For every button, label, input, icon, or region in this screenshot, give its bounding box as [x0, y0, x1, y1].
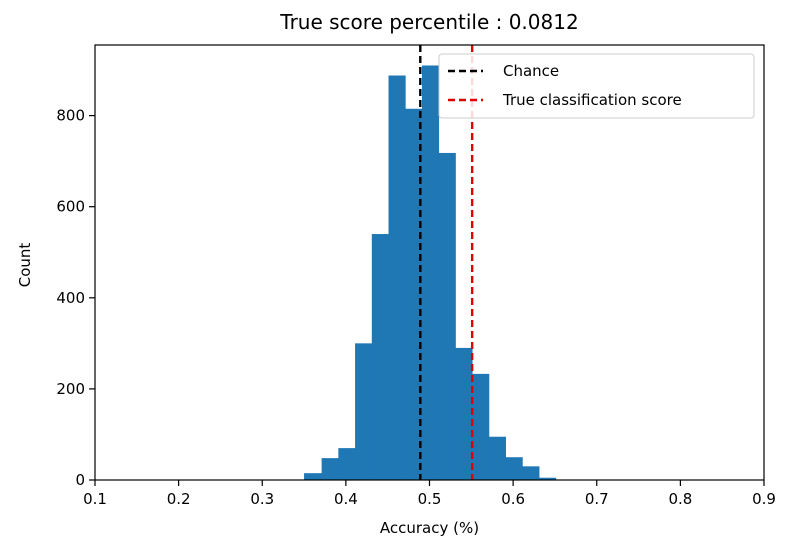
histogram-bar [455, 347, 473, 480]
y-axis-ticks: 0 200 400 600 800 [56, 107, 95, 489]
y-tick-label: 400 [56, 289, 85, 307]
histogram-bar [388, 75, 406, 481]
x-tick-label: 0.3 [250, 490, 274, 508]
y-tick-label: 0 [75, 471, 85, 489]
x-tick-label: 0.8 [668, 490, 692, 508]
histogram-bar [505, 457, 523, 480]
x-axis-ticks: 0.1 0.2 0.3 0.4 0.5 0.6 0.7 0.8 0.9 [83, 480, 776, 508]
x-tick-label: 0.4 [334, 490, 358, 508]
x-tick-label: 0.7 [585, 490, 609, 508]
y-tick-label: 800 [56, 107, 85, 125]
x-tick-label: 0.1 [83, 490, 107, 508]
histogram-bar [438, 152, 456, 480]
histogram-bar [304, 473, 323, 480]
x-tick-label: 0.2 [167, 490, 191, 508]
chart-title: True score percentile : 0.0812 [280, 10, 579, 34]
histogram-bar [421, 65, 440, 481]
histogram-bar [405, 108, 423, 481]
histogram-bar [371, 234, 389, 480]
histogram-bar [472, 373, 490, 480]
y-tick-label: 600 [56, 198, 85, 216]
histogram-bar [488, 436, 506, 480]
x-tick-label: 0.9 [752, 490, 776, 508]
histogram-bar [338, 448, 356, 480]
histogram-bar [522, 466, 540, 480]
x-tick-label: 0.5 [418, 490, 442, 508]
histogram-bars [304, 65, 557, 481]
legend-label: True classification score [502, 91, 682, 109]
histogram-bar [539, 477, 557, 480]
histogram-bar [321, 458, 339, 480]
legend-box [438, 53, 755, 119]
legend-label: Chance [503, 62, 559, 80]
x-tick-label: 0.6 [501, 490, 525, 508]
histogram-bar [355, 343, 373, 480]
legend: Chance True classification score [438, 53, 755, 119]
y-tick-label: 200 [56, 380, 85, 398]
x-axis-label: Accuracy (%) [379, 519, 480, 537]
y-axis-label: Count [16, 242, 34, 288]
